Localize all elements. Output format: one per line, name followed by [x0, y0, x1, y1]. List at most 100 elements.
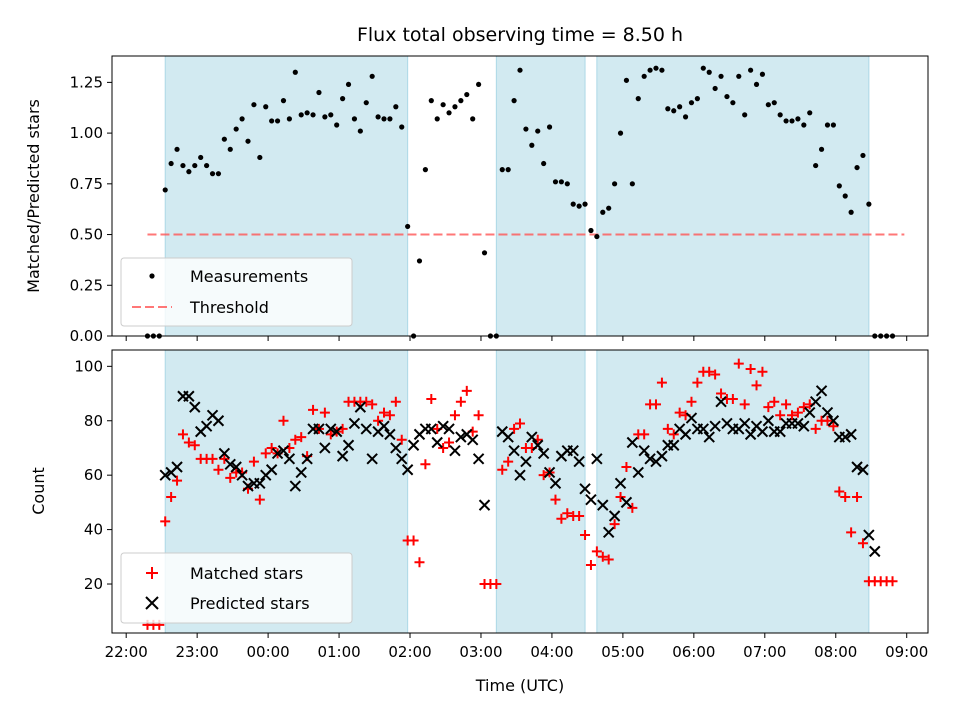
predicted-star-point	[602, 526, 615, 539]
matched-star-point	[266, 442, 277, 453]
measurement-point	[345, 81, 352, 88]
bottom-legend-box	[120, 552, 353, 624]
measurement-point	[617, 130, 624, 136]
measurement-point	[251, 102, 257, 108]
matched-star-point	[509, 423, 520, 434]
predicted-star-point	[455, 431, 467, 443]
predicted-star-point	[401, 464, 414, 476]
predicted-star-point	[224, 458, 236, 470]
predicted-star-point	[632, 466, 644, 479]
measurement-point	[428, 98, 434, 104]
measurement-point	[718, 73, 724, 79]
legend-matched-label: Matched stars	[190, 564, 303, 583]
matched-star-point	[639, 429, 650, 440]
x-tick-label: 02:00	[388, 643, 431, 661]
measurement-point	[612, 181, 618, 187]
matched-star-point	[822, 415, 833, 426]
matched-star-point	[296, 432, 307, 443]
chart-title: Flux total observing time = 8.50 h	[357, 24, 683, 46]
measurement-point	[328, 112, 334, 118]
measurement-point	[245, 138, 251, 144]
measurement-point	[712, 85, 718, 92]
matched-star-point	[704, 366, 715, 377]
measurement-point	[671, 108, 677, 114]
matched-star-point	[308, 404, 319, 415]
measurement-point	[180, 162, 186, 169]
measurement-point	[647, 67, 653, 73]
predicted-star-point	[543, 466, 556, 479]
predicted-star-point	[242, 480, 254, 492]
matched-star-point	[668, 429, 679, 440]
predicted-star-point	[792, 417, 804, 430]
matched-star-point	[739, 399, 750, 410]
x-tick-label: 05:00	[601, 643, 644, 661]
legend-predicted-marker	[145, 596, 159, 610]
measurement-point	[405, 223, 411, 230]
matched-star-point	[160, 516, 171, 527]
matched-star-point	[846, 527, 857, 538]
measurement-point	[334, 122, 340, 128]
predicted-star-point	[254, 477, 266, 490]
shaded-interval	[495, 55, 586, 337]
measurement-point	[369, 73, 375, 79]
predicted-star-point	[236, 469, 248, 481]
matched-star-point	[254, 494, 265, 505]
predicted-star-point	[537, 447, 550, 460]
x-tick-label: 08:00	[814, 643, 857, 661]
predicted-star-point	[851, 461, 863, 473]
measurement-point	[765, 102, 771, 108]
predicted-star-point	[532, 439, 544, 451]
x-tick-label: 01:00	[317, 643, 360, 661]
predicted-star-point	[431, 436, 443, 449]
measurement-point	[357, 128, 363, 134]
y-tick-label: 0.00	[70, 327, 103, 345]
matched-star-point	[787, 410, 797, 421]
measurement-point	[233, 126, 239, 132]
shaded-interval	[596, 349, 870, 634]
matched-star-point	[580, 530, 591, 541]
predicted-star-point	[230, 461, 242, 473]
matched-star-point	[792, 407, 803, 418]
predicted-star-point	[567, 444, 579, 457]
predicted-star-point	[514, 469, 526, 481]
matched-star-point	[319, 407, 330, 418]
measurement-point	[363, 100, 369, 106]
predicted-star-point	[815, 385, 828, 397]
measurement-point	[860, 152, 866, 159]
matched-star-point	[367, 399, 378, 410]
predicted-star-point	[863, 529, 875, 541]
predicted-star-point	[502, 431, 514, 443]
matched-star-point	[574, 510, 585, 521]
measurement-point	[517, 67, 523, 73]
predicted-star-point	[756, 425, 769, 438]
matched-star-point	[775, 410, 786, 421]
measurement-point	[600, 209, 606, 215]
matched-star-point	[515, 418, 525, 429]
predicted-star-point	[774, 425, 786, 438]
y-tick-label: 60	[84, 466, 103, 484]
matched-star-point	[798, 402, 809, 413]
measurement-point	[759, 71, 766, 77]
predicted-star-point	[283, 453, 296, 465]
predicted-star-point	[390, 442, 402, 454]
measurement-point	[552, 179, 559, 185]
predicted-star-point	[360, 423, 372, 435]
measurement-point	[813, 162, 819, 169]
measurement-point	[854, 164, 860, 171]
measurement-point	[440, 102, 446, 108]
matched-star-point	[449, 410, 460, 421]
top-axis-ticks: 0.00 0.25 0.50 0.75 1.00 1.25	[70, 73, 908, 345]
measurement-point	[576, 203, 582, 209]
measurement-point	[470, 116, 476, 122]
measurement-point	[730, 100, 736, 106]
matched-star-point	[674, 407, 685, 418]
predicted-star-point	[608, 510, 621, 522]
measurement-point	[476, 81, 482, 88]
matched-star-point	[651, 399, 661, 410]
matched-star-point	[733, 358, 744, 369]
matched-star-point	[597, 551, 608, 562]
predicted-star-point	[159, 469, 171, 481]
matched-star-point	[810, 423, 821, 434]
predicted-star-point	[348, 417, 361, 430]
matched-star-point	[361, 396, 372, 407]
